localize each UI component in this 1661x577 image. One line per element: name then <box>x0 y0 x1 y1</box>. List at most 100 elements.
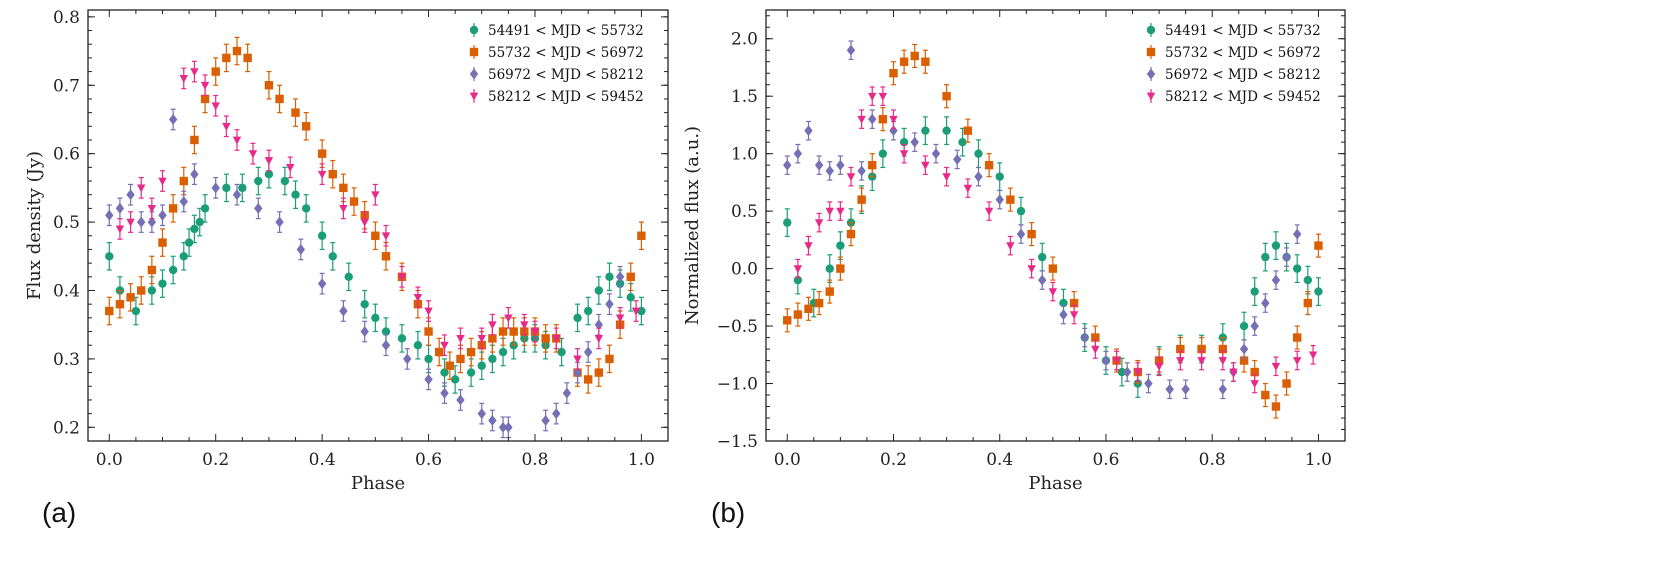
legend-marker <box>1146 68 1156 80</box>
data-point <box>1218 357 1228 366</box>
data-point <box>1038 274 1047 286</box>
data-point <box>200 94 210 104</box>
data-point <box>195 217 204 227</box>
data-point <box>147 216 157 228</box>
panel-a: 0.0 0.2 0.4 0.6 0.8 1.0 0.2 0.3 0.4 0.5 0.6 0.7 0.8 P… <box>24 8 669 528</box>
legend-marker <box>469 47 479 57</box>
y-tick-label: 0.4 <box>53 281 80 301</box>
data-point <box>605 354 614 364</box>
y-tick-label: 2.0 <box>731 30 758 50</box>
data-point <box>179 75 188 84</box>
data-point <box>825 165 834 177</box>
data-point <box>317 170 327 179</box>
data-point <box>557 347 566 357</box>
data-point <box>846 173 856 182</box>
legend-label: 58212 < MJD < 59452 <box>488 89 644 105</box>
y-axis-label: Flux density (Jy) <box>24 151 45 300</box>
data-point <box>296 243 306 255</box>
data-point <box>878 149 888 158</box>
data-point <box>1048 288 1058 297</box>
y-tick-label: −0.5 <box>717 317 758 337</box>
x-tick-label: 0.8 <box>521 450 548 470</box>
data-point <box>889 69 898 78</box>
data-point <box>530 328 540 337</box>
data-point <box>477 335 486 344</box>
data-point <box>504 314 513 323</box>
data-point <box>1239 356 1249 365</box>
legend-label: 54491 < MJD < 55732 <box>1165 23 1321 39</box>
data-point <box>573 367 582 379</box>
data-point <box>381 252 391 261</box>
data-point <box>626 293 635 302</box>
data-point <box>222 122 231 131</box>
data-point <box>878 92 888 101</box>
data-point <box>942 173 951 182</box>
data-point <box>1080 332 1089 344</box>
data-point <box>783 159 792 171</box>
data-point <box>147 286 157 295</box>
data-point <box>868 113 877 125</box>
data-point <box>456 394 465 406</box>
data-point <box>594 286 604 295</box>
data-point <box>168 265 178 275</box>
data-point <box>466 368 476 377</box>
data-point <box>424 327 433 336</box>
data-point <box>921 161 930 170</box>
data-point <box>381 232 391 241</box>
data-point <box>1250 287 1259 296</box>
data-point <box>488 321 497 330</box>
data-point <box>200 204 210 213</box>
data-point <box>1091 333 1100 342</box>
data-point <box>488 354 497 364</box>
data-point <box>1303 298 1313 308</box>
data-point <box>1292 264 1302 273</box>
data-point <box>301 204 311 213</box>
data-point <box>1112 357 1121 366</box>
data-point <box>397 334 407 343</box>
data-point <box>434 347 444 357</box>
data-point <box>1144 378 1153 389</box>
data-point <box>317 149 327 158</box>
data-point <box>573 313 582 323</box>
data-point <box>963 184 973 193</box>
legend-marker <box>1146 92 1156 101</box>
x-tick-label: 0.2 <box>880 450 907 470</box>
legend-label: 55732 < MJD < 56972 <box>488 45 644 61</box>
data-point <box>899 150 909 159</box>
data-point <box>605 298 614 310</box>
data-point <box>594 319 604 331</box>
series-2-group <box>105 108 625 439</box>
data-point <box>232 189 242 201</box>
y-tick-label: 0.3 <box>53 350 80 370</box>
data-point <box>403 353 412 365</box>
data-point <box>910 136 919 148</box>
data-point <box>275 94 284 104</box>
data-point <box>793 310 803 319</box>
data-point <box>1261 390 1270 400</box>
data-point <box>1154 362 1164 371</box>
y-tick-label: 0.0 <box>731 260 758 280</box>
data-point <box>836 241 845 250</box>
data-point <box>552 408 561 420</box>
x-tick-label: 1.0 <box>628 450 655 470</box>
data-point <box>339 183 348 193</box>
data-point <box>1314 287 1323 296</box>
y-tick-label: 1.0 <box>731 145 758 165</box>
data-point <box>126 218 135 227</box>
data-point <box>222 183 231 193</box>
data-point <box>1027 265 1036 274</box>
data-point <box>825 207 834 216</box>
data-point <box>868 160 877 170</box>
data-point <box>450 375 460 384</box>
data-point <box>456 354 465 364</box>
data-point <box>1181 383 1190 395</box>
legend-marker <box>469 68 479 80</box>
data-point <box>942 126 951 135</box>
data-point <box>857 115 866 124</box>
y-tick-label: 0.5 <box>53 213 80 233</box>
data-point <box>275 216 284 228</box>
data-point <box>238 183 247 193</box>
data-point <box>115 202 125 214</box>
data-point <box>115 225 125 234</box>
data-point <box>317 231 327 240</box>
